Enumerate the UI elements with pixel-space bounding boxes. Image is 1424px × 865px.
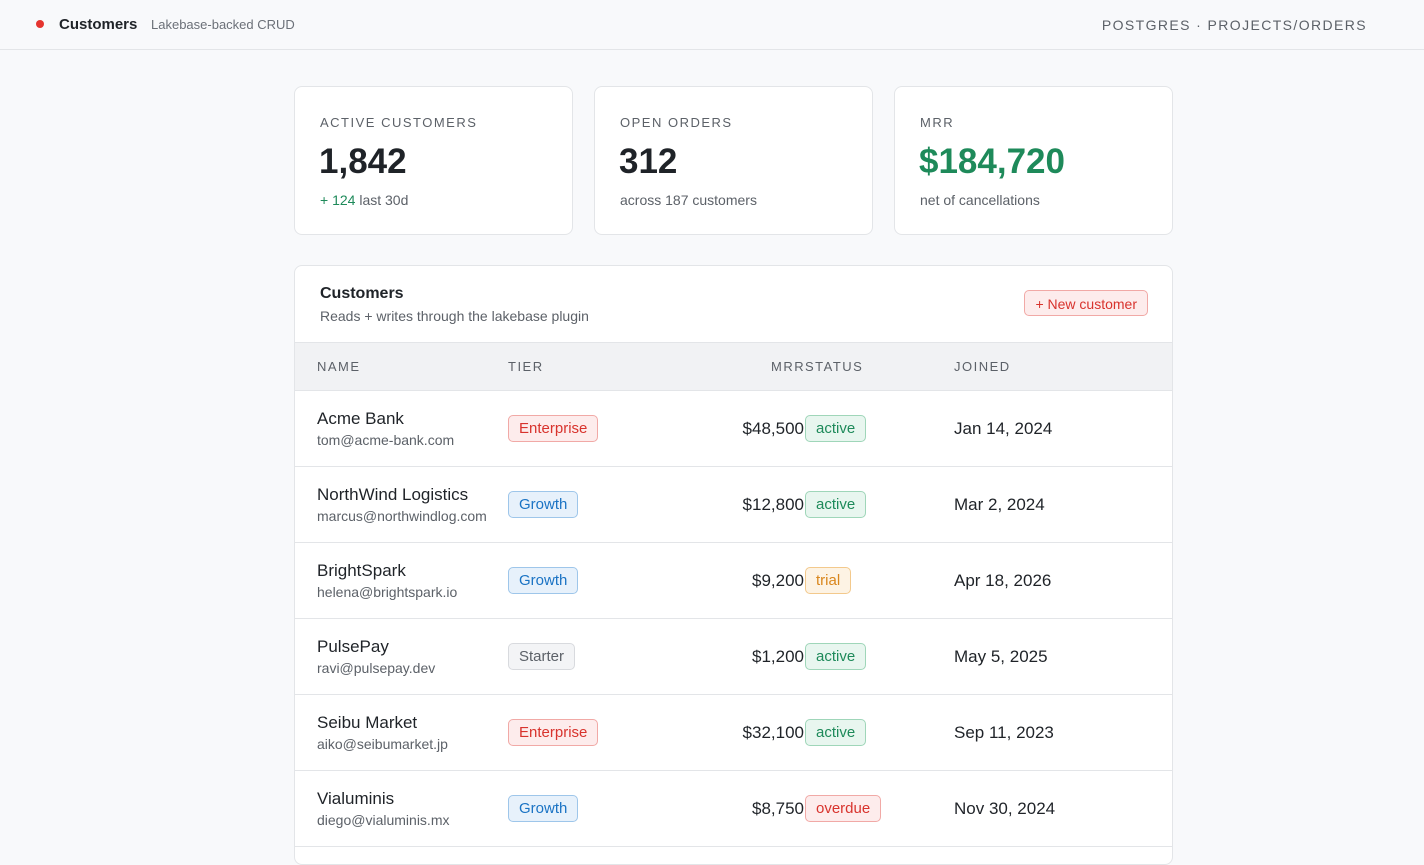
column-header-tier[interactable]: TIER [508, 359, 544, 374]
status-badge: trial [805, 567, 852, 594]
tier-badge: Growth [508, 491, 579, 518]
customer-email: aiko@seibumarket.jp [317, 736, 448, 752]
customer-name: NorthWind Logistics [317, 485, 469, 504]
stat-label: ACTIVE CUSTOMERS [320, 115, 478, 130]
panel-subtitle: Reads + writes through the lakebase plug… [320, 308, 589, 324]
customer-joined: May 5, 2025 [954, 647, 1048, 666]
stat-label: MRR [920, 115, 955, 130]
customer-joined: Jan 14, 2024 [954, 419, 1053, 438]
tier-badge: Enterprise [508, 415, 599, 442]
customer-joined: Sep 11, 2023 [954, 723, 1054, 742]
column-header-name[interactable]: NAME [317, 359, 361, 374]
status-dot-icon [36, 20, 44, 28]
stat-subtext: net of cancellations [920, 192, 1040, 208]
table-row[interactable]: Seibu Market aiko@seibumarket.jp Enterpr… [295, 695, 1172, 771]
stat-card-mrr: MRR $184,720 net of cancellations [894, 86, 1173, 235]
customer-mrr: $8,750 [752, 799, 804, 818]
customers-panel: Customers Reads + writes through the lak… [294, 265, 1173, 865]
column-header-status[interactable]: STATUS [805, 359, 864, 374]
stat-card-open-orders: OPEN ORDERS 312 across 187 customers [594, 86, 873, 235]
customer-joined: Apr 18, 2026 [954, 571, 1052, 590]
table-row[interactable]: PulsePay ravi@pulsepay.dev Starter $1,20… [295, 619, 1172, 695]
customer-email: tom@acme-bank.com [317, 432, 455, 448]
status-badge: active [805, 491, 867, 518]
status-badge: active [805, 643, 867, 670]
table-row[interactable]: Vialuminis diego@vialuminis.mx Growth $8… [295, 771, 1172, 847]
column-header-joined[interactable]: JOINED [954, 359, 1011, 374]
stat-subtext: across 187 customers [620, 192, 757, 208]
stat-value: 312 [619, 142, 678, 181]
stat-card-active-customers: ACTIVE CUSTOMERS 1,842 + 124 last 30d [294, 86, 573, 235]
status-badge: active [805, 415, 867, 442]
tier-badge: Growth [508, 795, 579, 822]
customer-name: Acme Bank [317, 409, 404, 428]
customer-mrr: $12,800 [742, 495, 804, 514]
panel-header: Customers Reads + writes through the lak… [295, 266, 1172, 343]
app-title: Customers [59, 16, 138, 33]
customer-joined: Mar 2, 2024 [954, 495, 1045, 514]
customer-email: ravi@pulsepay.dev [317, 660, 436, 676]
table-row[interactable]: BrightSpark helena@brightspark.io Growth… [295, 543, 1172, 619]
customer-name: BrightSpark [317, 561, 406, 580]
customer-joined: Nov 30, 2024 [954, 799, 1056, 818]
status-badge: overdue [805, 795, 882, 822]
customer-name: Seibu Market [317, 713, 418, 732]
tier-badge: Growth [508, 567, 579, 594]
customer-email: helena@brightspark.io [317, 584, 458, 600]
table-row[interactable]: Acme Bank tom@acme-bank.com Enterprise $… [295, 391, 1172, 467]
breadcrumb: POSTGRES · PROJECTS/ORDERS [1101, 17, 1367, 33]
table-header: NAME TIER MRR STATUS JOINED [295, 343, 1172, 391]
tier-badge: Starter [508, 643, 576, 670]
tier-badge: Enterprise [508, 719, 599, 746]
stat-delta-period: last 30d [355, 192, 409, 208]
stat-label: OPEN ORDERS [620, 115, 733, 130]
top-bar: Customers Lakebase-backed CRUD POSTGRES … [0, 0, 1424, 50]
stat-subtext: + 124 last 30d [320, 192, 408, 208]
stat-value: $184,720 [919, 142, 1065, 181]
customer-name: PulsePay [317, 637, 389, 656]
customer-name: Vialuminis [317, 789, 395, 808]
status-badge: active [805, 719, 867, 746]
customer-mrr: $1,200 [752, 647, 804, 666]
column-header-mrr[interactable]: MRR [771, 359, 806, 374]
stat-value: 1,842 [319, 142, 407, 181]
customer-email: diego@vialuminis.mx [317, 812, 450, 828]
stat-delta: + 124 [320, 192, 356, 208]
new-customer-button[interactable]: + New customer [1024, 290, 1148, 316]
app-subtitle: Lakebase-backed CRUD [151, 17, 295, 32]
panel-title: Customers [320, 285, 404, 302]
customer-mrr: $9,200 [752, 571, 804, 590]
customer-mrr: $32,100 [742, 723, 804, 742]
table-row[interactable]: NorthWind Logistics marcus@northwindlog.… [295, 467, 1172, 543]
customer-mrr: $48,500 [742, 419, 804, 438]
customer-email: marcus@northwindlog.com [317, 508, 487, 524]
